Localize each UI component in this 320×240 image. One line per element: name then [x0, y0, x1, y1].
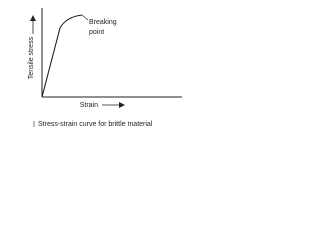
- stress-strain-curve: [41, 14, 83, 98]
- diagram: Tensile stress Strain Breaking point Str…: [28, 8, 182, 128]
- x-axis-label: Strain: [80, 102, 98, 109]
- annotation-line: point: [89, 29, 104, 36]
- annotation-leader: [81, 14, 89, 21]
- annotation-line: Breaking: [89, 19, 117, 26]
- caption: Stress-strain curve for brittle material: [38, 121, 153, 128]
- y-axis-label: Tensile stress: [28, 36, 35, 79]
